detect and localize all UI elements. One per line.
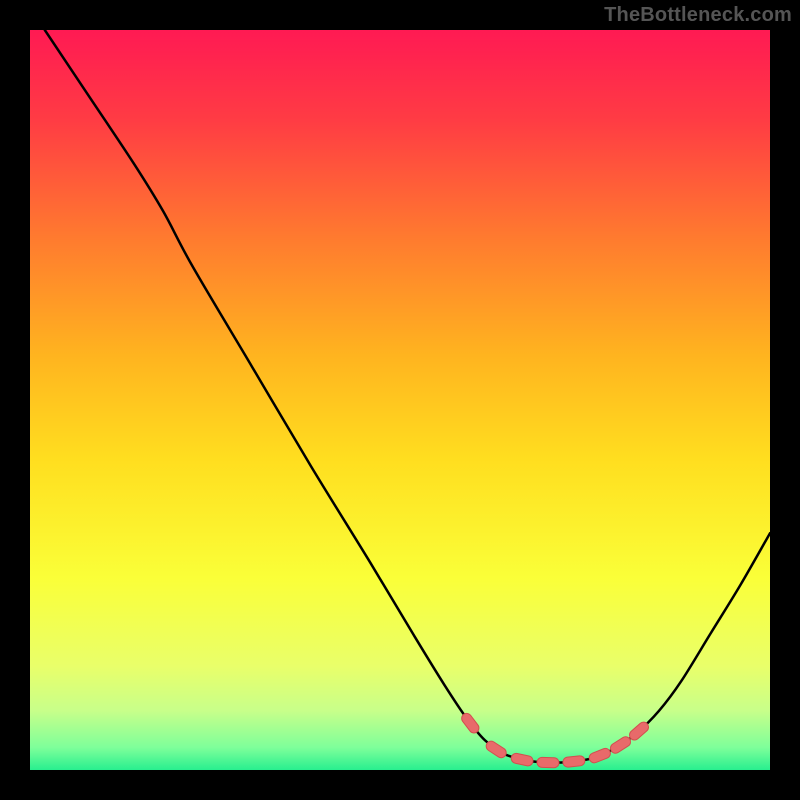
watermark-text: TheBottleneck.com: [604, 4, 792, 27]
chart-frame: TheBottleneck.com: [0, 0, 800, 800]
bottleneck-curve-chart: [30, 30, 770, 770]
chart-svg: [30, 30, 770, 770]
